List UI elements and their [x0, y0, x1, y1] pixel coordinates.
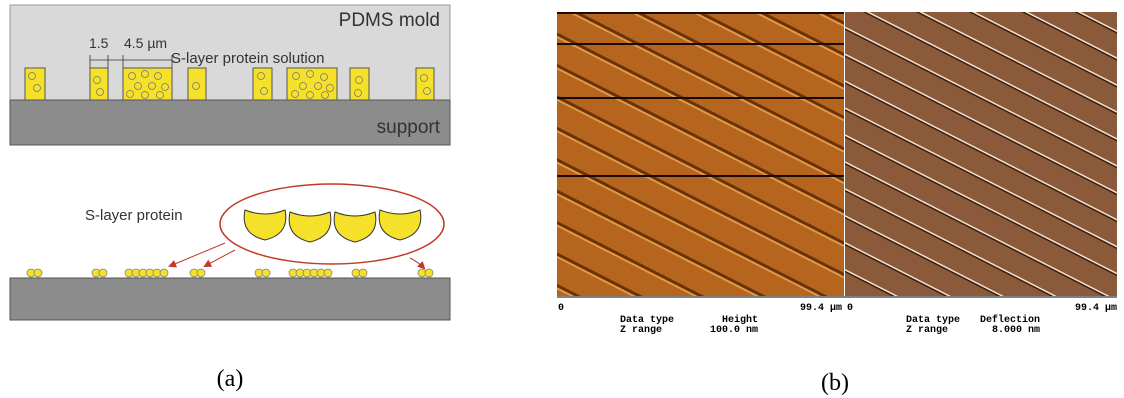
- support-label: support: [377, 117, 441, 138]
- arrows: [170, 243, 424, 268]
- deflection-image: [845, 12, 1117, 296]
- panel-a-bottom: S-layer protein: [10, 184, 450, 320]
- page: PDMS mold 1.5 4.5 µm S-layer protein sol…: [0, 0, 1124, 398]
- pillar-width: 4.5 µm: [124, 35, 167, 51]
- gap-width: 1.5: [89, 35, 109, 51]
- panel-a-top: PDMS mold 1.5 4.5 µm S-layer protein sol…: [10, 5, 450, 145]
- afm-images: [557, 12, 1117, 297]
- figure: PDMS mold 1.5 4.5 µm S-layer protein sol…: [0, 0, 1124, 398]
- monolayers: [27, 269, 433, 277]
- z-range: 100.0 nm: [710, 325, 758, 336]
- z-range: 8.000 nm: [992, 325, 1040, 336]
- mold-label: PDMS mold: [339, 10, 440, 31]
- caption-a: (a): [217, 366, 244, 392]
- solution-label: S-layer protein solution: [171, 50, 324, 67]
- support: [10, 278, 450, 320]
- axis-start: 0: [558, 303, 564, 314]
- caption-b: (b): [821, 370, 849, 396]
- axis-start: 0: [847, 303, 853, 314]
- protein-label: S-layer protein: [85, 207, 183, 224]
- afm-labels: 0 99.4 µm Data type Height Z range 100.0…: [558, 303, 1117, 336]
- axis-end: 99.4 µm: [800, 303, 842, 314]
- axis-end: 99.4 µm: [1075, 303, 1117, 314]
- z-range-label: Z range: [620, 325, 662, 336]
- z-range-label: Z range: [906, 325, 948, 336]
- height-image: [557, 12, 844, 296]
- proteins: [244, 210, 421, 242]
